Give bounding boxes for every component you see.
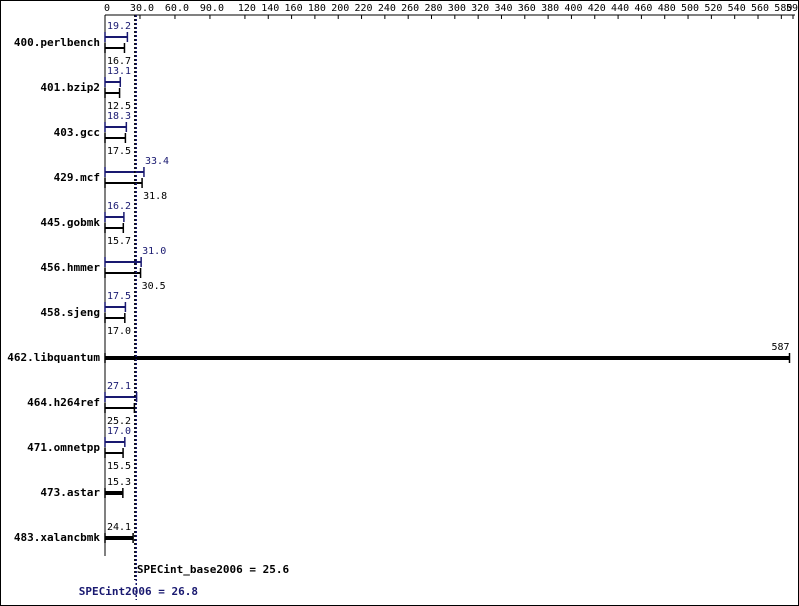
x-tick-label: 0: [104, 3, 110, 14]
value-label: 25.2: [107, 416, 131, 427]
x-tick-label: 90.0: [200, 3, 224, 14]
x-tick-label: 480: [658, 3, 676, 14]
x-tick-label: 200: [331, 3, 349, 14]
x-tick-label: 180: [308, 3, 326, 14]
x-tick-label: 590: [786, 3, 799, 14]
value-label: 13.1: [107, 66, 131, 77]
x-tick-label: 260: [401, 3, 419, 14]
value-label: 15.7: [107, 236, 131, 247]
x-tick-label: 140: [261, 3, 279, 14]
x-tick-label: 560: [751, 3, 769, 14]
x-tick-label: 60.0: [165, 3, 189, 14]
category-label: 403.gcc: [54, 126, 100, 139]
reference-label: SPECint_base2006 = 25.6: [137, 563, 290, 576]
x-tick-label: 160: [285, 3, 303, 14]
value-label: 16.7: [107, 56, 131, 67]
value-label: 15.3: [107, 477, 131, 488]
value-label: 12.5: [107, 101, 131, 112]
x-tick-label: 340: [494, 3, 512, 14]
reference-label: SPECint2006 = 26.8: [79, 585, 198, 598]
value-label: 31.8: [143, 191, 167, 202]
x-tick-label: 440: [611, 3, 629, 14]
value-label: 17.0: [107, 426, 131, 437]
value-label: 33.4: [145, 156, 169, 167]
value-label: 18.3: [107, 111, 131, 122]
category-label: 462.libquantum: [7, 351, 100, 364]
category-label: 464.h264ref: [27, 396, 100, 409]
value-label: 19.2: [107, 21, 131, 32]
x-tick-label: 500: [681, 3, 699, 14]
x-tick-label: 520: [704, 3, 722, 14]
value-label: 24.1: [107, 522, 131, 533]
x-tick-label: 380: [541, 3, 559, 14]
value-label: 17.5: [107, 146, 131, 157]
x-tick-label: 120: [238, 3, 256, 14]
value-label: 27.1: [107, 381, 131, 392]
x-tick-label: 360: [518, 3, 536, 14]
x-tick-label: 420: [588, 3, 606, 14]
value-label: 31.0: [142, 246, 166, 257]
value-label: 587: [772, 342, 790, 353]
x-tick-label: 580: [774, 3, 792, 14]
category-label: 429.mcf: [54, 171, 100, 184]
category-label: 471.omnetpp: [27, 441, 100, 454]
x-tick-label: 30.0: [130, 3, 154, 14]
category-label: 445.gobmk: [40, 216, 100, 229]
x-tick-label: 320: [471, 3, 489, 14]
x-tick-label: 240: [378, 3, 396, 14]
value-label: 15.5: [107, 461, 131, 472]
x-tick-label: 400: [564, 3, 582, 14]
x-tick-label: 540: [728, 3, 746, 14]
x-tick-label: 300: [448, 3, 466, 14]
x-tick-label: 460: [634, 3, 652, 14]
value-label: 30.5: [142, 281, 166, 292]
category-label: 401.bzip2: [40, 81, 100, 94]
value-label: 16.2: [107, 201, 131, 212]
category-label: 473.astar: [40, 486, 100, 499]
category-label: 456.hmmer: [40, 261, 100, 274]
category-label: 458.sjeng: [40, 306, 100, 319]
x-tick-label: 280: [424, 3, 442, 14]
category-label: 483.xalancbmk: [14, 531, 100, 544]
x-tick-label: 220: [355, 3, 373, 14]
value-label: 17.0: [107, 326, 131, 337]
category-label: 400.perlbench: [14, 36, 100, 49]
value-label: 17.5: [107, 291, 131, 302]
